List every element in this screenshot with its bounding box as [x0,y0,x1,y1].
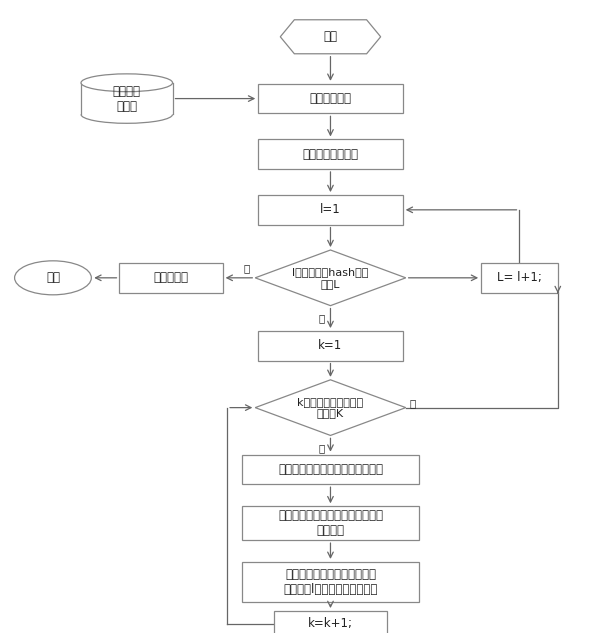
Text: k小于数据集指定的降
维维度K: k小于数据集指定的降 维维度K [297,397,364,418]
Bar [274,611,387,636]
Text: 是: 是 [318,443,325,453]
Text: l=1: l=1 [320,204,341,216]
Polygon shape [280,20,381,54]
Bar [242,455,419,484]
Bar [258,84,403,113]
Text: 结束: 结束 [46,272,60,284]
Text: 指纹集归一化处理: 指纹集归一化处理 [303,148,358,161]
Bar [242,562,419,602]
Bar [81,83,172,114]
Text: 是: 是 [318,313,325,323]
Text: 否: 否 [243,263,250,273]
Text: k=k+1;: k=k+1; [308,618,353,630]
Text: 否: 否 [409,398,416,408]
Text: 指纹集预处理: 指纹集预处理 [309,92,352,105]
Bar [119,263,223,293]
Text: 随机生成与数据集维度相同的向量: 随机生成与数据集维度相同的向量 [278,463,383,476]
Text: k=1: k=1 [318,340,343,352]
Text: 数字指纹
数据集: 数字指纹 数据集 [113,85,141,113]
Text: 存储哈希桶: 存储哈希桶 [154,272,188,284]
Bar [481,263,558,293]
Text: 根据运算结果将对应的指纹向
量存入第l个哈希表的哈希桶中: 根据运算结果将对应的指纹向 量存入第l个哈希表的哈希桶中 [283,568,378,596]
Text: 开始: 开始 [324,31,337,43]
Ellipse shape [81,74,172,92]
Text: 将生成的向量与原始指纹集做向量
的点运算: 将生成的向量与原始指纹集做向量 的点运算 [278,509,383,537]
Ellipse shape [14,261,91,295]
Bar [258,139,403,169]
Bar [258,331,403,361]
Polygon shape [255,380,406,436]
Text: l小于指纹的hash表的
个数L: l小于指纹的hash表的 个数L [292,267,369,289]
Text: L= l+1;: L= l+1; [497,272,542,284]
Bar [242,506,419,540]
Polygon shape [255,250,406,306]
Bar [258,195,403,225]
